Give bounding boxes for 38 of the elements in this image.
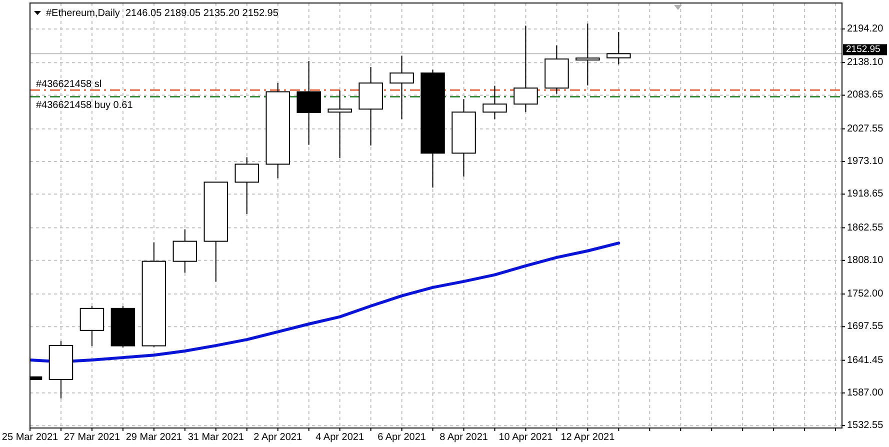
x-tick-label: 10 Apr 2021 — [498, 432, 554, 443]
candlestick — [328, 90, 352, 159]
y-tick-label: 2194.20 — [847, 23, 884, 34]
ref-line-label: #436621458 buy 0.61 — [36, 100, 134, 111]
x-tick-label: 8 Apr 2021 — [440, 432, 488, 443]
x-tick-label: 6 Apr 2021 — [378, 432, 426, 443]
x-tick-label: 4 Apr 2021 — [316, 432, 364, 443]
ref-line-label: 2152.95 — [846, 44, 880, 56]
y-tick-label: 1918.65 — [847, 188, 884, 200]
candlestick — [514, 25, 538, 113]
candlestick — [296, 60, 321, 146]
line-series — [30, 242, 620, 364]
candlestick — [390, 55, 414, 120]
candlestick — [576, 23, 600, 86]
text: #Ethereum,Daily 2146.05 2189.05 2135.20 2152.95 — [46, 8, 279, 19]
candlestick — [482, 85, 507, 120]
y-tick-label: 1697.55 — [847, 321, 884, 332]
y-tick-label: 2083.65 — [847, 90, 884, 101]
x-tick-label: 12 Apr 2021 — [560, 432, 616, 443]
x-tick-label: 29 Mar 2021 — [126, 432, 182, 443]
y-tick-label: 1587.00 — [847, 387, 884, 398]
candlestick — [606, 32, 631, 65]
y-tick-label: 2027.55 — [847, 123, 884, 134]
y-tick-label: 1752.00 — [847, 288, 884, 300]
y-tick-label: 2138.10 — [847, 57, 884, 68]
candlestick — [172, 228, 198, 274]
candlestick — [234, 156, 259, 214]
x-tick-label: 31 Mar 2021 — [188, 432, 244, 443]
x-tick-label: 27 Mar 2021 — [64, 432, 120, 443]
ref-line-label: #436621458 sl — [36, 79, 102, 90]
y-tick-label: 1862.55 — [847, 222, 884, 234]
x-tick-label: 25 Mar 2021 — [2, 432, 59, 443]
candlestick — [80, 306, 104, 347]
y-tick-label: 1532.55 — [847, 420, 884, 432]
y-tick-label: 1641.45 — [847, 354, 884, 366]
x-tick-label: 2 Apr 2021 — [254, 432, 302, 443]
y-tick-label: 1808.10 — [847, 254, 884, 266]
y-tick-label: 1973.10 — [847, 156, 884, 167]
